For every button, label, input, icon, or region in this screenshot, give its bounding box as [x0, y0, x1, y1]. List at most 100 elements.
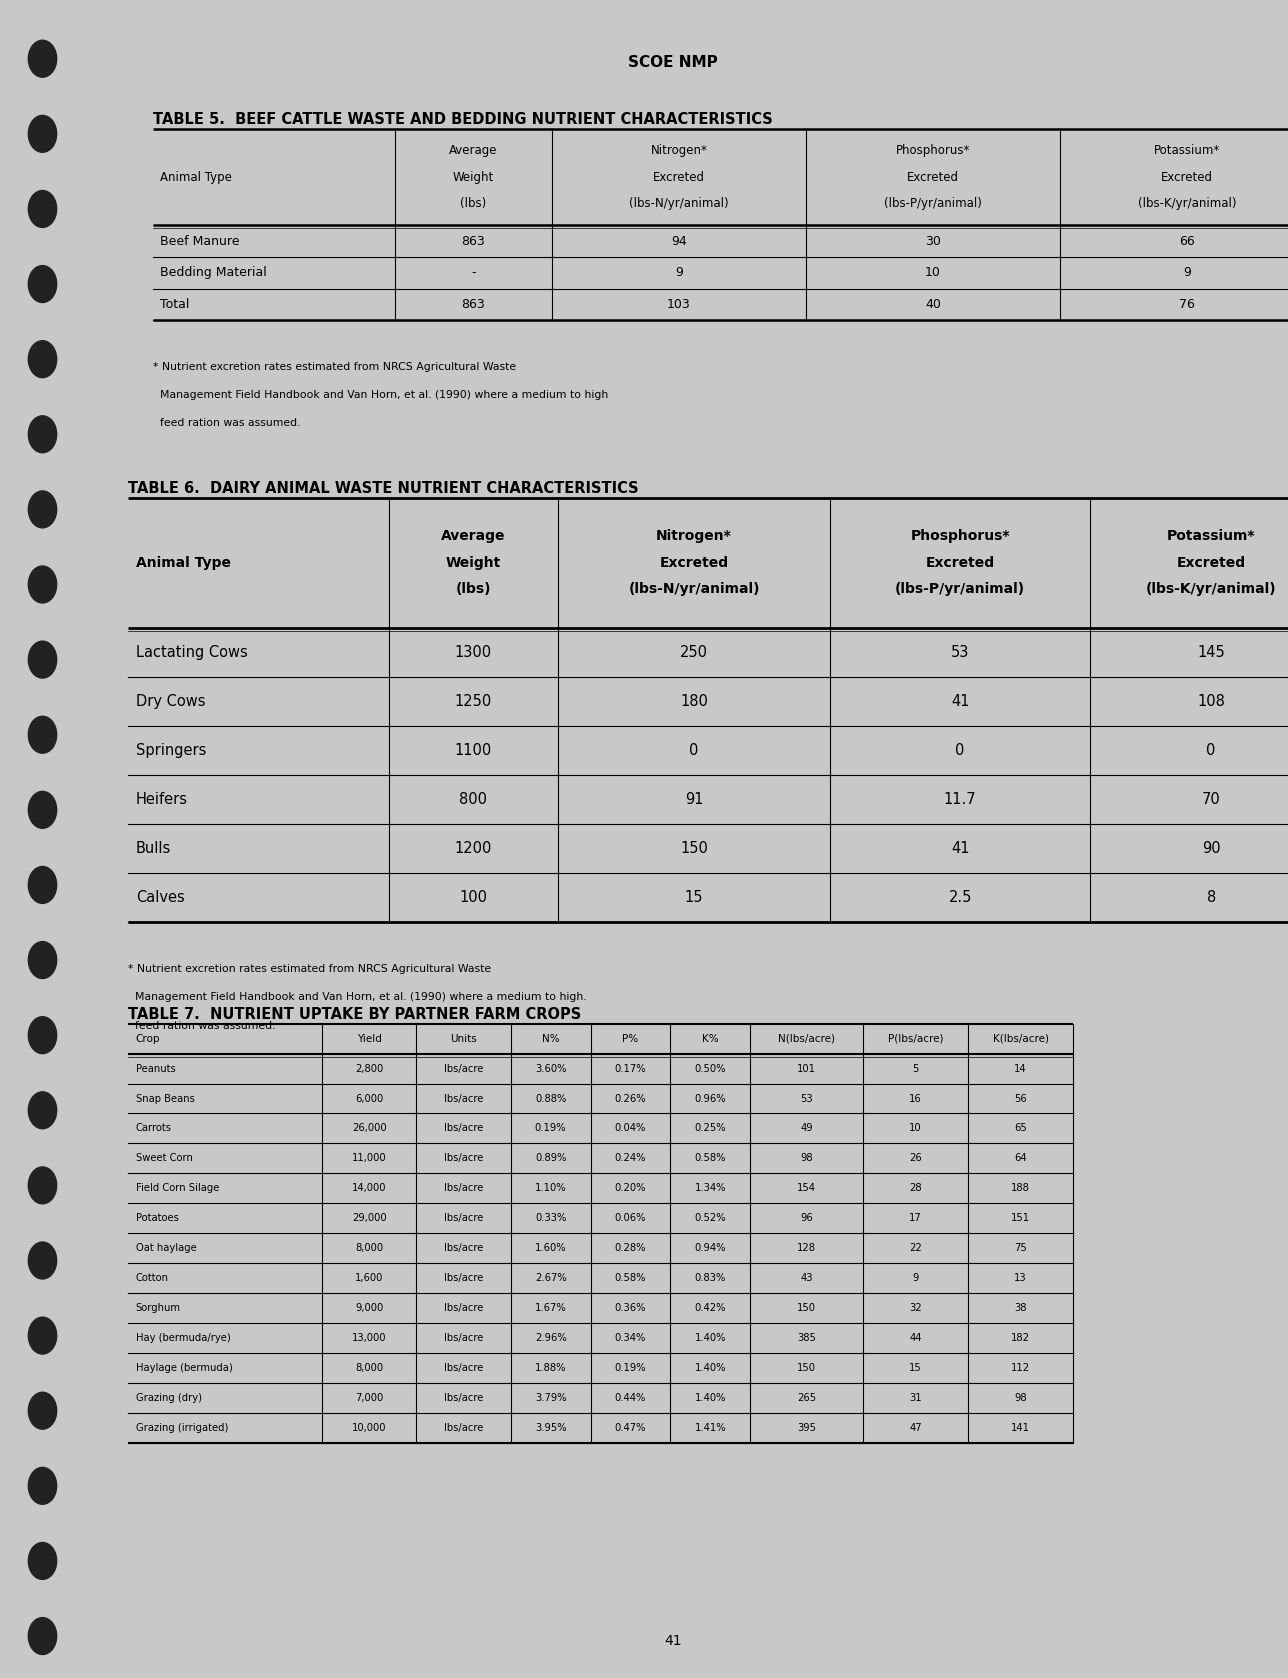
Circle shape: [28, 492, 57, 529]
Circle shape: [28, 416, 57, 453]
Text: 0.42%: 0.42%: [694, 1304, 726, 1314]
Text: 38: 38: [1015, 1304, 1027, 1314]
Text: Units: Units: [451, 1034, 477, 1044]
Text: 11.7: 11.7: [944, 792, 976, 807]
Circle shape: [28, 1467, 57, 1503]
Text: 188: 188: [1011, 1183, 1030, 1193]
Text: Field Corn Silage: Field Corn Silage: [135, 1183, 219, 1193]
Text: 0.26%: 0.26%: [614, 1094, 647, 1104]
Text: Sorghum: Sorghum: [135, 1304, 180, 1314]
Text: 0: 0: [689, 743, 698, 758]
Text: lbs/acre: lbs/acre: [444, 1124, 483, 1133]
Text: 0.25%: 0.25%: [694, 1124, 726, 1133]
Text: 1200: 1200: [455, 841, 492, 856]
Circle shape: [28, 1166, 57, 1203]
Text: 53: 53: [800, 1094, 813, 1104]
Text: 1.60%: 1.60%: [535, 1243, 567, 1253]
Text: 150: 150: [680, 841, 708, 856]
Text: (lbs-N/yr/animal): (lbs-N/yr/animal): [629, 582, 760, 596]
Text: TABLE 6.  DAIRY ANIMAL WASTE NUTRIENT CHARACTERISTICS: TABLE 6. DAIRY ANIMAL WASTE NUTRIENT CHA…: [129, 482, 639, 497]
Text: 65: 65: [1014, 1124, 1027, 1133]
Text: 14,000: 14,000: [352, 1183, 386, 1193]
Text: Phosphorus*: Phosphorus*: [911, 529, 1010, 544]
Text: 151: 151: [1011, 1213, 1030, 1223]
Text: 128: 128: [797, 1243, 817, 1253]
Text: 41: 41: [665, 1634, 681, 1648]
Text: 32: 32: [909, 1304, 922, 1314]
Text: 14: 14: [1015, 1064, 1027, 1074]
Text: 28: 28: [909, 1183, 922, 1193]
Text: Weight: Weight: [446, 555, 501, 571]
Text: 0.50%: 0.50%: [694, 1064, 726, 1074]
Text: Nitrogen*: Nitrogen*: [656, 529, 732, 544]
Text: 0: 0: [1207, 743, 1216, 758]
Text: 6,000: 6,000: [355, 1094, 384, 1104]
Text: lbs/acre: lbs/acre: [444, 1213, 483, 1223]
Text: 98: 98: [800, 1153, 813, 1163]
Text: lbs/acre: lbs/acre: [444, 1304, 483, 1314]
Text: Bedding Material: Bedding Material: [160, 267, 267, 279]
Text: 112: 112: [1011, 1363, 1030, 1373]
Text: 1.34%: 1.34%: [694, 1183, 726, 1193]
Text: 108: 108: [1198, 693, 1225, 708]
Text: 0.04%: 0.04%: [614, 1124, 647, 1133]
Text: Potassium*: Potassium*: [1167, 529, 1256, 544]
Text: Snap Beans: Snap Beans: [135, 1094, 194, 1104]
Text: 0.58%: 0.58%: [694, 1153, 726, 1163]
Text: 49: 49: [800, 1124, 813, 1133]
Text: 9,000: 9,000: [355, 1304, 384, 1314]
Text: 8,000: 8,000: [355, 1363, 384, 1373]
Text: P(lbs/acre): P(lbs/acre): [887, 1034, 943, 1044]
Text: Management Field Handbook and Van Horn, et al. (1990) where a medium to high: Management Field Handbook and Van Horn, …: [153, 391, 608, 399]
Text: 0.19%: 0.19%: [614, 1363, 647, 1373]
Text: -: -: [471, 267, 475, 279]
Text: Weight: Weight: [452, 171, 493, 183]
Text: Total: Total: [160, 299, 189, 310]
Text: 17: 17: [909, 1213, 922, 1223]
Text: 96: 96: [800, 1213, 813, 1223]
Text: lbs/acre: lbs/acre: [444, 1183, 483, 1193]
Text: 0.34%: 0.34%: [614, 1334, 647, 1342]
Text: 154: 154: [797, 1183, 817, 1193]
Text: Carrots: Carrots: [135, 1124, 171, 1133]
Circle shape: [28, 941, 57, 978]
Text: 1250: 1250: [455, 693, 492, 708]
Text: 0.36%: 0.36%: [614, 1304, 647, 1314]
Text: Excreted: Excreted: [907, 171, 960, 183]
Circle shape: [28, 792, 57, 829]
Text: 0.44%: 0.44%: [614, 1393, 647, 1403]
Text: (lbs): (lbs): [460, 198, 487, 210]
Circle shape: [28, 1618, 57, 1655]
Text: Grazing (irrigated): Grazing (irrigated): [135, 1423, 228, 1433]
Text: Yield: Yield: [357, 1034, 381, 1044]
Text: 2.67%: 2.67%: [535, 1274, 567, 1284]
Text: 2.96%: 2.96%: [535, 1334, 567, 1342]
Text: 182: 182: [1011, 1334, 1030, 1342]
Text: Crop: Crop: [135, 1034, 160, 1044]
Text: 100: 100: [460, 891, 487, 904]
Text: 1300: 1300: [455, 644, 492, 659]
Text: Animal Type: Animal Type: [160, 171, 232, 183]
Text: 8: 8: [1207, 891, 1216, 904]
Text: Phosphorus*: Phosphorus*: [895, 144, 970, 158]
Text: 9: 9: [1184, 267, 1191, 279]
Text: Potatoes: Potatoes: [135, 1213, 179, 1223]
Text: 5: 5: [912, 1064, 918, 1074]
Text: Dry Cows: Dry Cows: [135, 693, 205, 708]
Text: 0.83%: 0.83%: [694, 1274, 726, 1284]
Text: 9: 9: [675, 267, 683, 279]
Text: Peanuts: Peanuts: [135, 1064, 175, 1074]
Text: 0.47%: 0.47%: [614, 1423, 647, 1433]
Text: 395: 395: [797, 1423, 817, 1433]
Text: 150: 150: [797, 1363, 817, 1373]
Text: Bulls: Bulls: [135, 841, 171, 856]
Text: 8,000: 8,000: [355, 1243, 384, 1253]
Text: Nitrogen*: Nitrogen*: [650, 144, 707, 158]
Text: 91: 91: [685, 792, 703, 807]
Text: lbs/acre: lbs/acre: [444, 1094, 483, 1104]
Text: Excreted: Excreted: [1177, 555, 1245, 571]
Text: K(lbs/acre): K(lbs/acre): [993, 1034, 1048, 1044]
Text: 180: 180: [680, 693, 708, 708]
Text: 1.41%: 1.41%: [694, 1423, 726, 1433]
Text: 31: 31: [909, 1393, 922, 1403]
